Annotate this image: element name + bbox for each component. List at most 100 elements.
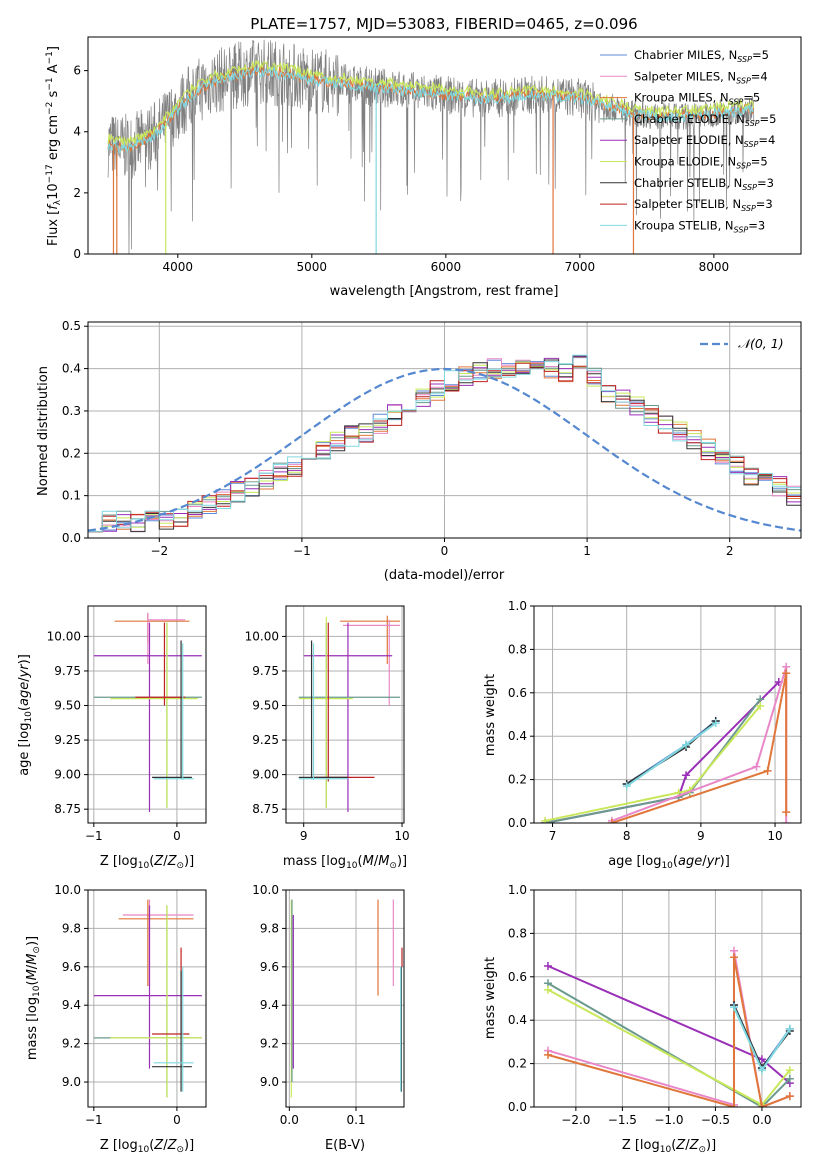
mass-weight-marker — [607, 819, 616, 823]
y-tick-label: 9.6 — [260, 960, 279, 974]
legend-label: Kroupa ELODIE, NSSP=5 — [634, 155, 768, 171]
x-tick-label: −2.0 — [561, 1113, 590, 1127]
axes-frame: 9 10 8.75 9.00 9.25 9.50 9.75 10.00 — [245, 605, 410, 843]
plot-area — [290, 899, 403, 1098]
svg-text:Z [log10(Z/Z⊙)]: Z [log10(Z/Z⊙)] — [100, 854, 194, 871]
x-tick-label: 0 — [173, 829, 181, 843]
svg-text:Flux [fλ10−17 erg cm−2 s−1 A−1: Flux [fλ10−17 erg cm−2 s−1 A−1] — [45, 46, 63, 246]
y-tick-label: 9.8 — [260, 921, 279, 935]
y-tick-label: 2 — [73, 186, 81, 200]
model-spectrum — [107, 64, 755, 153]
x-tick-label: 1 — [583, 544, 591, 558]
y-tick-label: 1.0 — [508, 883, 527, 897]
residuals-legend: 𝒩(0, 1) — [700, 336, 784, 351]
x-tick-label: −1 — [85, 829, 103, 843]
axes-border — [285, 605, 405, 824]
plot-area — [298, 615, 401, 812]
mwZ-ylabel: mass weight — [483, 957, 498, 1039]
y-tick-label: 0.2 — [508, 1057, 527, 1071]
y-tick-label: 9.25 — [252, 733, 279, 747]
plot-area — [93, 612, 202, 812]
mass-weight-marker — [730, 1003, 739, 1012]
legend-label: Salpeter MILES, NSSP=4 — [634, 69, 768, 85]
y-tick-label: 0.8 — [508, 926, 527, 940]
y-tick-label: 0.2 — [62, 446, 81, 460]
spectrum-legend: Chabrier MILES, NSSP=5 Salpeter MILES, NS… — [600, 48, 776, 234]
age-vs-metallicity-panel: Z [log10(Z/Z⊙)] age [log10(age/yr)] −1 0 8… — [17, 605, 207, 871]
axes-frame: −1 0 8.75 9.00 9.25 9.50 9.75 10.00 — [47, 605, 207, 843]
mass-weight-marker — [785, 1024, 794, 1033]
legend-label: Chabrier STELIB, NSSP=3 — [634, 176, 774, 192]
mass-weight-marker — [543, 985, 552, 994]
axes-frame: 7 8 9 10 0.0 0.2 0.4 0.6 0.8 1.0 — [508, 599, 802, 843]
y-tick-label: 6 — [73, 64, 81, 78]
axes-frame: 0.0 0.1 9.0 9.2 9.4 9.6 9.8 10.0 — [252, 883, 405, 1127]
x-tick-label: 10 — [767, 829, 782, 843]
mass-weight-marker — [711, 719, 720, 728]
y-tick-label: 0.0 — [62, 531, 81, 545]
spectrum-panel: PLATE=1757, MJD=53083, FIBERID=0465, z=0… — [45, 15, 802, 299]
axes-border — [87, 36, 802, 255]
y-tick-label: 10.00 — [47, 629, 81, 643]
mass-weight-line — [611, 673, 788, 823]
x-tick-label: −0.5 — [701, 1113, 730, 1127]
legend-label: Kroupa MILES, NSSP=5 — [634, 91, 760, 107]
y-tick-label: 10.00 — [245, 629, 279, 643]
x-tick-label: 9 — [300, 829, 308, 843]
y-tick-label: 0.0 — [508, 816, 527, 830]
histogram-step — [88, 362, 801, 533]
y-tick-label: 9.0 — [62, 1075, 81, 1089]
ageM-xlabel: mass [log10(M/M⊙)] — [283, 854, 407, 871]
y-tick-label: 9.00 — [252, 768, 279, 782]
age-vs-mass-panel: mass [log10(M/M⊙)] 9 10 8.75 9.00 9.25 9.50 9.… — [245, 605, 410, 871]
mass-weight-marker — [682, 740, 691, 749]
svg-text:Z [log10(Z/Z⊙)]: Z [log10(Z/Z⊙)] — [622, 1138, 716, 1155]
y-tick-label: 0.6 — [508, 970, 527, 984]
mwAge-xlabel: age [log10(age/yr)] — [608, 854, 730, 871]
y-tick-label: 9.2 — [260, 1037, 279, 1051]
y-tick-label: 0.3 — [62, 404, 81, 418]
mass-vs-extinction-panel: E(B-V) 0.0 0.1 9.0 9.2 9.4 9.6 9.8 10.0 — [252, 883, 405, 1153]
x-tick-label: −2 — [150, 544, 168, 558]
y-tick-label: 1.0 — [508, 599, 527, 613]
plot-area — [107, 39, 755, 254]
mass-vs-metallicity-panel: Z [log10(Z/Z⊙)] mass [log10(M/M⊙)] −1 0 9.… — [25, 883, 207, 1155]
massE-xlabel: E(B-V) — [325, 1138, 365, 1153]
y-tick-label: 9.50 — [54, 699, 81, 713]
y-tick-label: 9.4 — [260, 998, 279, 1012]
histogram-step — [88, 354, 801, 533]
plot-area — [541, 662, 791, 823]
mass-weight-line — [544, 698, 761, 823]
y-tick-label: 8.75 — [252, 802, 279, 816]
x-tick-label: 7 — [549, 829, 557, 843]
svg-text:mass [log10(M/M⊙)]: mass [log10(M/M⊙)] — [283, 854, 407, 871]
x-tick-label: 5000 — [297, 260, 328, 274]
mwAge-ylabel: mass weight — [483, 674, 498, 756]
x-tick-label: 9 — [697, 829, 705, 843]
mass-weight-marker — [782, 808, 791, 817]
mass-weight-line — [547, 982, 791, 1107]
mass-weight-line — [544, 705, 761, 822]
mass-weight-marker — [622, 782, 631, 791]
y-tick-label: 9.8 — [62, 921, 81, 935]
x-tick-label: 8 — [623, 829, 631, 843]
mass-weight-marker — [782, 669, 791, 678]
x-tick-label: −1 — [85, 1113, 103, 1127]
x-tick-label: 4000 — [163, 260, 194, 274]
grid — [286, 606, 404, 823]
mass-weight-marker — [785, 1092, 794, 1101]
mass-weight-marker — [730, 953, 739, 962]
legend-label: Kroupa STELIB, NSSP=3 — [634, 218, 765, 234]
mass-weight-vs-metallicity-panel: Z [log10(Z/Z⊙)] mass weight −2.0 −1.5 −1.0… — [483, 883, 802, 1155]
mass-weight-marker — [785, 1074, 794, 1083]
mass-weight-marker — [541, 816, 550, 823]
mass-weight-marker — [757, 1055, 766, 1064]
y-tick-label: 0.4 — [508, 1013, 527, 1027]
ageZ-xlabel: Z [log10(Z/Z⊙)] — [100, 854, 194, 871]
x-tick-label: 7000 — [565, 260, 596, 274]
mass-weight-marker — [682, 771, 691, 780]
axes-frame: −2.0 −1.5 −1.0 −0.5 0.0 0.0 0.2 0.4 0.6 0.8 1.0 — [508, 883, 802, 1127]
mass-weight-marker — [785, 1066, 794, 1075]
y-tick-label: 0 — [73, 247, 81, 261]
axes-border — [285, 889, 405, 1108]
